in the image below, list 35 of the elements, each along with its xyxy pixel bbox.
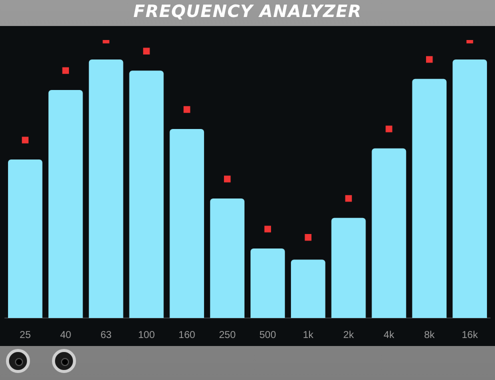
bar (290, 260, 326, 318)
x-tick-label: 160 (178, 330, 196, 341)
point (22, 136, 29, 144)
x-tick-label: 16k (462, 330, 479, 341)
bar (129, 70, 164, 318)
bar (250, 248, 285, 318)
bar (88, 59, 124, 318)
x-tick-label: 4k (384, 330, 396, 341)
point (345, 195, 352, 202)
point (264, 226, 272, 232)
bar (170, 128, 204, 318)
chart-title: FREQUENCY ANALYZER (132, 2, 363, 22)
point (386, 126, 392, 132)
x-tick-label: 63 (100, 330, 112, 341)
x-tick-label: 100 (138, 330, 156, 341)
point (143, 48, 150, 54)
x-tick-label: 8k (424, 330, 436, 341)
point (426, 56, 433, 63)
x-tick-label: 25 (20, 330, 32, 341)
bar (331, 218, 366, 318)
x-tick-label: 500 (259, 330, 276, 341)
bar (452, 59, 487, 318)
x-tick-label: 250 (218, 330, 236, 341)
bar (8, 160, 42, 318)
point (304, 234, 312, 241)
bar (210, 198, 244, 318)
bar (412, 78, 447, 318)
point (62, 67, 69, 74)
bar (48, 90, 83, 318)
x-tick-label: 2k (343, 330, 355, 341)
point (224, 176, 231, 182)
x-tick-label: 1k (302, 330, 314, 341)
bar (372, 148, 406, 318)
x-tick-label: 40 (60, 330, 72, 341)
point (184, 106, 190, 113)
